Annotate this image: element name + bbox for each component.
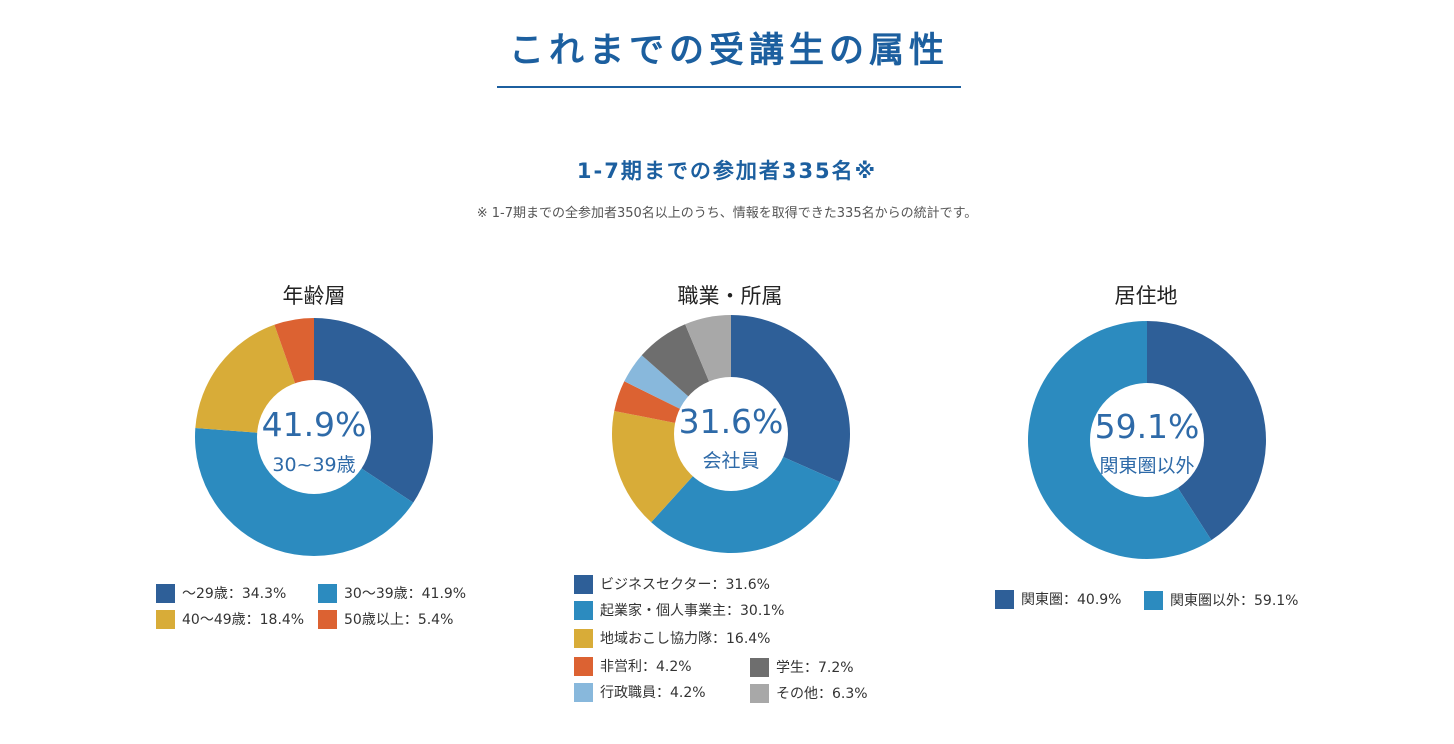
legend-item-outside-kanto: 関東圏以外：59.1% xyxy=(1144,590,1298,610)
legend-item-age-30-39: 30〜39歳：41.9% xyxy=(318,583,466,603)
legend-item-nonprofit: 非営利：4.2% xyxy=(574,656,692,676)
legend-item-age-under-29: 〜29歳：34.3% xyxy=(156,583,286,603)
legend-swatch xyxy=(156,609,175,629)
legend-swatch xyxy=(750,657,769,677)
legend-label: 行政職員：4.2% xyxy=(600,685,706,701)
legend-label: 非営利：4.2% xyxy=(600,659,692,675)
legend-swatch xyxy=(574,574,593,594)
legend-label: 〜29歳：34.3% xyxy=(182,586,287,602)
donut-hole xyxy=(674,377,788,491)
age-center-label: 30~39歳 xyxy=(272,454,356,476)
legend-label: 関東圏：40.9% xyxy=(1021,592,1122,608)
legend-label: 関東圏以外：59.1% xyxy=(1170,593,1299,609)
legend-label: ビジネスセクター：31.6% xyxy=(600,577,770,593)
legend-swatch xyxy=(574,628,593,648)
legend-swatch xyxy=(156,583,175,603)
legend-swatch xyxy=(995,589,1014,609)
legend-swatch xyxy=(574,682,593,702)
legend-swatch xyxy=(574,656,593,676)
residence-chart-title: 居住地 xyxy=(1114,284,1178,308)
legend-swatch xyxy=(318,609,337,629)
legend-item-age-40-49: 40〜49歳：18.4% xyxy=(156,609,304,629)
legend-item-regional-cooperation: 地域おこし協力隊：16.4% xyxy=(574,628,770,648)
legend-label: 30〜39歳：41.9% xyxy=(344,586,467,602)
residence-center-value: 59.1% xyxy=(1094,407,1200,446)
age-center-value: 41.9% xyxy=(261,405,367,444)
participants-subtitle: 1-7期までの参加者335名※ xyxy=(576,159,878,183)
legend-item-business-sector: ビジネスセクター：31.6% xyxy=(574,574,770,594)
legend-item-entrepreneur: 起業家・個人事業主：30.1% xyxy=(574,600,784,620)
page-title: これまでの受講生の属性 xyxy=(508,31,949,71)
occupation-center-label: 会社員 xyxy=(702,450,760,472)
age-chart-title: 年齢層 xyxy=(282,284,346,308)
legend-item-kanto: 関東圏：40.9% xyxy=(995,589,1121,609)
legend-label: 地域おこし協力隊：16.4% xyxy=(600,631,771,647)
legend-swatch xyxy=(318,583,337,603)
legend-item-age-50-plus: 50歳以上：5.4% xyxy=(318,609,453,629)
legend-label: 学生：7.2% xyxy=(776,660,854,676)
pie-slice-2 xyxy=(651,434,840,553)
legend-label: 起業家・個人事業主：30.1% xyxy=(600,603,785,619)
legend-swatch xyxy=(750,683,769,703)
title-underline xyxy=(497,86,961,88)
legend-item-other: その他：6.3% xyxy=(750,683,868,703)
legend-label: その他：6.3% xyxy=(776,686,868,702)
occupation-donut-chart xyxy=(612,315,850,553)
legend-swatch xyxy=(574,600,593,620)
donut-hole xyxy=(257,380,371,494)
legend-label: 40〜49歳：18.4% xyxy=(182,612,305,628)
legend-swatch xyxy=(1144,590,1163,610)
legend-item-student: 学生：7.2% xyxy=(750,657,854,677)
residence-center-label: 関東圏以外 xyxy=(1099,455,1195,477)
legend-label: 50歳以上：5.4% xyxy=(344,612,454,628)
occupation-chart-title: 職業・所属 xyxy=(677,284,783,308)
age-donut-chart xyxy=(194,318,434,557)
residence-donut-chart xyxy=(1028,321,1266,559)
donut-hole xyxy=(1090,383,1204,497)
occupation-center-value: 31.6% xyxy=(678,402,784,441)
statistics-note: ※ 1-7期までの全参加者350名以上のうち、情報を取得できた335名からの統計… xyxy=(476,206,978,221)
legend-item-government-staff: 行政職員：4.2% xyxy=(574,682,706,702)
